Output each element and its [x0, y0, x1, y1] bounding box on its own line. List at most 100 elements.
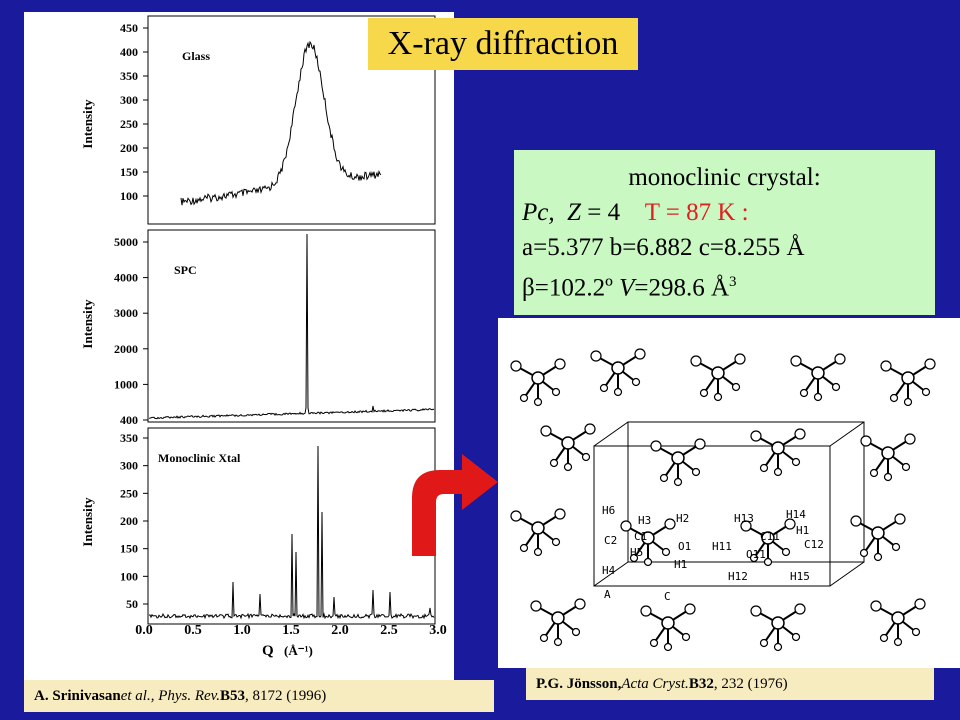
atom [914, 598, 926, 610]
atom [664, 518, 676, 530]
atom [889, 393, 899, 403]
atom [904, 433, 916, 445]
y-tick-label: 2000 [114, 342, 138, 356]
atom [620, 520, 632, 532]
atom [924, 358, 936, 370]
atom-label: H1 [796, 524, 809, 537]
y-tick-label: 250 [120, 486, 138, 500]
atom [860, 435, 872, 447]
atom [650, 440, 662, 452]
xrd-plots: 4504003503002502001501005000400030002000… [80, 15, 447, 659]
citation-right-rest: , 232 (1976) [713, 675, 788, 692]
atom [561, 436, 575, 450]
atom [871, 526, 885, 540]
y-tick-label: 50 [126, 597, 138, 611]
temperature: T = 87 K : [644, 199, 749, 226]
atom [771, 616, 785, 630]
atom [510, 510, 522, 522]
glass-ylabel: Intensity [80, 99, 95, 149]
atom [673, 477, 683, 487]
citation-left-volume: B53 [219, 687, 245, 704]
y-tick-label: 5000 [114, 235, 138, 249]
atom [584, 423, 596, 435]
y-tick-label: 150 [120, 165, 138, 179]
atom-label: H13 [734, 512, 754, 525]
atom [880, 360, 892, 372]
z-value: = 4 [587, 199, 621, 226]
slide-title-text: X-ray diffraction [387, 25, 619, 62]
atom [773, 642, 783, 652]
atom [891, 542, 901, 552]
xtal-trace [148, 445, 435, 620]
beta-symbol: β [522, 274, 535, 302]
atom [643, 557, 653, 567]
crystal-info-box: monoclinic crystal: Pc, Z = 4 T = 87 K :… [514, 150, 935, 315]
atom-label: O1 [678, 540, 691, 553]
atom [661, 616, 675, 630]
atom [850, 515, 862, 527]
citation-left-rest: , 8172 (1996) [244, 687, 327, 704]
x-tick-label: 0.0 [135, 623, 153, 638]
atom [649, 638, 659, 648]
spc-ylabel: Intensity [80, 299, 95, 349]
xtal-ylabel: Intensity [80, 497, 95, 547]
y-tick-label: 400 [120, 413, 138, 427]
atom [571, 627, 581, 637]
atom-label: C2 [604, 534, 617, 547]
citation-left-journal: et al., Phys. Rev. [120, 687, 220, 704]
slide-title: X-ray diffraction [368, 18, 638, 70]
atom [554, 358, 566, 370]
atom [771, 441, 785, 455]
atom [631, 377, 641, 387]
atom [531, 371, 545, 385]
molecular-structure-image: H6 H3 H2 H13 H14 H1 C2 C1 O1 C11 C12 H5 H11 O11 H4 H1 H1… [498, 318, 960, 668]
red-curved-arrow-icon [412, 454, 498, 556]
info-symmetry-line: Pc, Z = 4 T = 87 K : [522, 197, 749, 228]
atom [791, 632, 801, 642]
atom [881, 446, 895, 460]
beta-value: =102.2º [534, 274, 613, 302]
atom [684, 603, 696, 615]
atom [540, 425, 552, 437]
atom [574, 598, 586, 610]
atom [740, 520, 752, 532]
atom [640, 605, 652, 617]
spc-trace [148, 233, 435, 420]
atom [531, 521, 545, 535]
atom [759, 638, 769, 648]
atom [533, 547, 543, 557]
atom [813, 392, 823, 402]
citation-right-journal: Acta Cryst. [621, 675, 689, 692]
x-axis-unit: (Å⁻¹) [284, 643, 313, 658]
atom [681, 632, 691, 642]
atom [859, 548, 869, 558]
atom-label: H4 [602, 564, 616, 577]
spc-label: SPC [174, 263, 197, 277]
atom [903, 397, 913, 407]
atom [794, 603, 806, 615]
atom-label: H12 [728, 570, 748, 583]
atom-label: A [604, 588, 611, 601]
atom [799, 388, 809, 398]
atom [713, 392, 723, 402]
spc-plot-frame [147, 229, 436, 423]
crystal-structure-drawing: H6 H3 H2 H13 H14 H1 C2 C1 O1 C11 C12 H5 H11 O11 H4 H1 H1… [510, 348, 936, 652]
citation-left-authors: A. Srinivasan [34, 687, 121, 704]
y-tick-label: 350 [120, 69, 138, 83]
y-tick-label: 100 [120, 569, 138, 583]
atom [773, 467, 783, 477]
glass-plot-frame [147, 15, 436, 225]
x-tick-labels: 0.0 0.5 1.0 1.5 2.0 2.5 3.0 [135, 623, 447, 638]
atom [834, 353, 846, 365]
x-tick-label: 2.0 [331, 623, 349, 638]
atom [784, 518, 796, 530]
citation-left: A. Srinivasan et al., Phys. Rev. B53, 81… [24, 680, 494, 712]
atom-label: C [664, 590, 671, 603]
atom [750, 430, 762, 442]
diffraction-traces [148, 40, 435, 620]
atom [551, 611, 565, 625]
atom [613, 387, 623, 397]
y-tick-label: 200 [120, 141, 138, 155]
atom-label: H2 [676, 512, 689, 525]
atom [870, 600, 882, 612]
